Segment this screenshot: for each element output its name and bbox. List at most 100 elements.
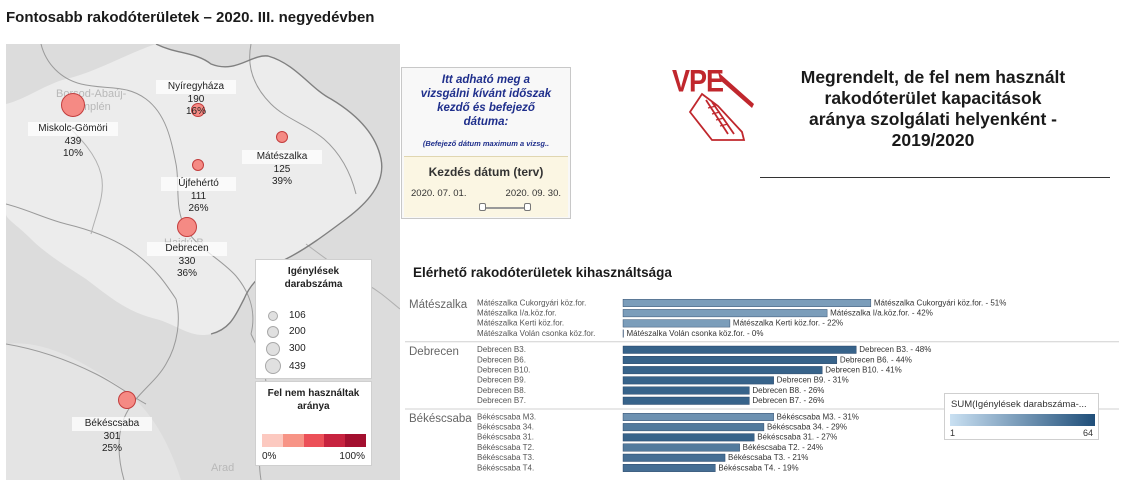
bar[interactable] (622, 299, 872, 307)
group-label: Mátészalka (409, 299, 468, 311)
bar-value-label: Mátészalka Volán csonka köz.for. - 0% (627, 329, 764, 338)
date-range-slider-end-handle[interactable] (524, 203, 531, 211)
bar[interactable] (622, 366, 823, 375)
size-legend-label: 106 (289, 310, 306, 321)
bar-value-label: Békéscsaba T3. - 21% (728, 453, 808, 462)
bar-row-label: Debrecen B3. (477, 345, 526, 354)
city-label-ujfeherto: Újfehértó 111 26% (161, 177, 236, 215)
start-date-value[interactable]: 2020. 07. 01. (411, 188, 467, 199)
bar-value-label: Békéscsaba T2. - 24% (743, 443, 823, 452)
color-legend-ramp (262, 434, 366, 447)
bar-row-label: Mátészalka Volán csonka köz.for. (477, 329, 595, 338)
map-bubble-ujfeherto[interactable] (192, 159, 204, 171)
start-date-filter[interactable]: Kezdés dátum (terv) 2020. 07. 01. 2020. … (404, 156, 568, 217)
bar-row-label: Debrecen B9. (477, 376, 526, 385)
start-date-filter-title: Kezdés dátum (terv) (428, 165, 544, 179)
bar[interactable] (622, 356, 838, 364)
color-legend-max: 100% (339, 451, 365, 462)
bar[interactable] (622, 423, 765, 432)
date-range-slider-start-handle[interactable] (479, 203, 486, 211)
map-bubble-bekescsaba[interactable] (118, 391, 136, 409)
date-parameter-panel: Itt adható meg a vizsgálni kívánt idősza… (401, 67, 571, 219)
end-date-value[interactable]: 2020. 09. 30. (505, 188, 561, 199)
size-legend-row: 439 (256, 358, 373, 374)
bar-value-label: Mátészalka Kerti köz.for. - 22% (733, 319, 843, 328)
bar[interactable] (622, 412, 774, 421)
color-legend-min: 0% (262, 451, 277, 462)
map-bubble-miskolc[interactable] (61, 93, 85, 117)
bar-row-label: Békéscsaba T2. (477, 443, 534, 452)
date-note: (Befejező dátum maximum a vizsg.. (422, 139, 550, 148)
size-legend-dot (268, 311, 278, 321)
size-legend-row: 106 (256, 308, 373, 324)
size-legend-label: 200 (289, 326, 306, 337)
color-ramp-step (324, 434, 346, 447)
bar-row-label: Debrecen B7. (477, 396, 526, 405)
map-panel[interactable]: Borsod-Abaúj- Zemplén Hajdú-B Arad Nyíre… (6, 44, 400, 480)
railway-track-logo-icon (688, 72, 754, 141)
bar[interactable] (622, 319, 731, 328)
size-legend-title: Igénylések darabszáma (284, 266, 343, 290)
size-legend-dot (265, 358, 281, 374)
bar[interactable] (622, 386, 750, 395)
size-legend: Igénylések darabszáma 106 200 300 439 (255, 259, 372, 379)
bar-row-label: Debrecen B6. (477, 355, 526, 364)
bar-row-label: Békéscsaba 31. (477, 433, 534, 442)
bar-chart-title: Elérhető rakodóterületek kihasználtsága (413, 265, 672, 280)
bar-row-label: Békéscsaba T4. (477, 463, 534, 472)
color-legend: Fel nem használtak aránya 0% 100% (255, 381, 372, 466)
size-legend-label: 439 (289, 361, 306, 372)
map-bubble-nyiregyhaza[interactable] (191, 103, 205, 117)
color-ramp-step (282, 434, 304, 447)
color-ramp-step (345, 434, 366, 447)
date-info-text: Itt adható meg a vizsgálni kívánt idősza… (420, 74, 552, 128)
dashboard-title: Megrendelt, de fel nem használt rakodóte… (800, 67, 1066, 150)
size-legend-row: 300 (256, 341, 373, 357)
bar-value-label: Békéscsaba 31. - 27% (757, 433, 837, 442)
bar-value-label: Debrecen B6. - 44% (840, 355, 912, 364)
bar-row-label: Békéscsaba T3. (477, 453, 534, 462)
bar[interactable] (622, 443, 740, 452)
bar-chart-svg: Mátészalka Mátészalka Cukorgyári köz.for.… (405, 298, 1119, 472)
bar-value-label: Békéscsaba T4. - 19% (718, 463, 798, 472)
bar-chart[interactable]: Mátészalka Mátészalka Cukorgyári köz.for.… (405, 296, 1119, 482)
bar-value-label: Debrecen B10. - 41% (825, 366, 902, 375)
map-bubble-mateszalka[interactable] (276, 131, 288, 143)
bar-value-label: Debrecen B9. - 31% (777, 376, 849, 385)
bar[interactable] (622, 453, 726, 462)
bar-row-label: Békéscsaba 34. (477, 423, 534, 432)
date-range-slider-track[interactable] (482, 207, 528, 209)
bar-row-label: Debrecen B10. (477, 366, 530, 375)
vpe-logo-text: VPE (672, 63, 724, 99)
size-legend-dot (266, 342, 280, 356)
bar[interactable] (622, 396, 750, 405)
bar-value-label: Debrecen B8. - 26% (752, 386, 824, 395)
group-label: Békéscsaba (409, 413, 472, 425)
bar-color-legend-min: 1 (950, 428, 956, 438)
map-bubble-debrecen[interactable] (177, 217, 197, 237)
vpe-logo: VPE (672, 64, 758, 144)
color-ramp-step (262, 434, 283, 447)
page-title: Fontosabb rakodóterületek – 2020. III. n… (6, 9, 375, 26)
city-label-miskolc: Miskolc-Gömöri 439 10% (28, 122, 118, 160)
bar[interactable] (622, 376, 774, 385)
bar-value-label: Békéscsaba 34. - 29% (767, 423, 847, 432)
bar-row-label: Mátészalka Cukorgyári köz.for. (477, 298, 586, 307)
bar[interactable] (622, 433, 755, 442)
bar-color-legend: SUM(Igénylések darabszáma-... 1 64 (944, 393, 1099, 440)
bar[interactable] (622, 309, 828, 318)
bar-color-legend-title: SUM(Igénylések darabszáma-... (951, 399, 1087, 410)
city-label-debrecen: Debrecen 330 36% (147, 242, 227, 280)
bar[interactable] (622, 463, 716, 472)
bar[interactable] (622, 329, 624, 338)
bar-value-label: Debrecen B3. - 48% (859, 345, 931, 354)
bar-value-label: Mátészalka I/a.köz.for. - 42% (830, 309, 933, 318)
title-underline (760, 177, 1110, 178)
map-label-arad: Arad (211, 462, 235, 474)
city-label-mateszalka: Mátészalka 125 39% (242, 150, 322, 188)
bar-row-label: Mátészalka Kerti köz.for. (477, 319, 564, 328)
bar[interactable] (622, 345, 857, 354)
size-legend-row: 200 (256, 324, 373, 340)
bar-row-label: Békéscsaba M3. (477, 412, 536, 421)
city-label-bekescsaba: Békéscsaba 301 25% (72, 417, 152, 455)
